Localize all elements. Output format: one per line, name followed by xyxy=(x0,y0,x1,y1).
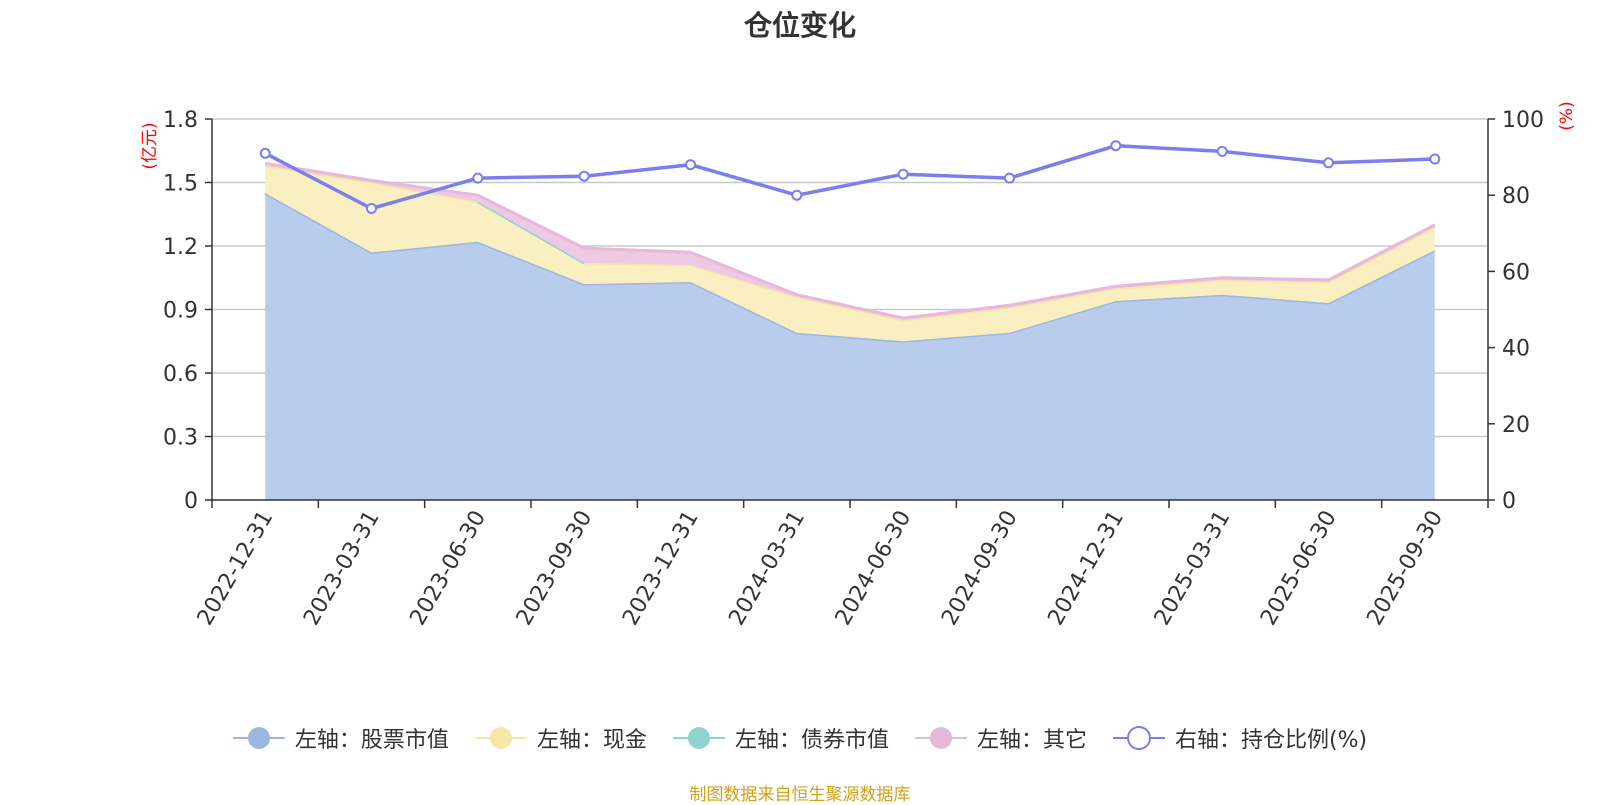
ratio-line xyxy=(264,143,1435,211)
area-series-2 xyxy=(265,165,1435,342)
x-tick-label: 2023-03-31 xyxy=(299,507,385,630)
legend-item[interactable]: 左轴：其它 xyxy=(914,722,1087,754)
x-tick-label: 2025-06-30 xyxy=(1256,507,1342,630)
ratio-point xyxy=(1110,140,1122,152)
ratio-point xyxy=(472,172,484,184)
area-line-series-4 xyxy=(264,161,1436,320)
left-tick-label: 0 xyxy=(184,489,198,514)
legend-marker-icon xyxy=(914,727,967,749)
legend-label: 左轴：债券市值 xyxy=(734,728,889,753)
area-series-1 xyxy=(265,193,1435,500)
x-tick-label: 2023-06-30 xyxy=(405,507,491,630)
legend-item[interactable]: 左轴：股票市值 xyxy=(232,722,449,754)
ratio-point xyxy=(1216,145,1228,157)
left-tick-label: 0.9 xyxy=(163,299,198,324)
legend-marker-icon xyxy=(232,727,285,749)
legend-marker-icon xyxy=(474,727,527,749)
x-tick-label: 2025-09-30 xyxy=(1362,507,1448,630)
x-tick-label: 2024-03-31 xyxy=(724,507,810,630)
x-tick-label: 2024-09-30 xyxy=(937,507,1023,630)
x-tick-label: 2024-12-31 xyxy=(1043,507,1129,630)
legend-label: 左轴：股票市值 xyxy=(294,728,449,753)
x-tick-label: 2023-09-30 xyxy=(512,507,598,630)
source-note: 制图数据来自恒生聚源数据库 xyxy=(689,785,911,805)
legend-item[interactable]: 左轴：现金 xyxy=(474,722,647,754)
left-tick-label: 0.3 xyxy=(163,426,198,451)
ratio-point xyxy=(685,159,696,171)
left-tick-label: 1.8 xyxy=(163,108,198,133)
ratio-point xyxy=(791,189,803,201)
ratio-point xyxy=(1004,172,1015,184)
legend: 左轴：股票市值 左轴：现金 左轴：债券市值 左轴：其它 右轴：持仓比例(%) xyxy=(0,722,1600,754)
legend-marker-icon xyxy=(1112,726,1165,750)
left-tick-label: 0.6 xyxy=(163,362,198,387)
ratio-point xyxy=(1429,153,1441,165)
x-tick-label: 2022-12-31 xyxy=(193,507,279,630)
x-tick-label: 2023-12-31 xyxy=(618,507,704,630)
legend-item[interactable]: 右轴：持仓比例(%) xyxy=(1112,722,1368,754)
ratio-point xyxy=(578,170,590,182)
legend-label: 左轴：其它 xyxy=(976,728,1087,753)
left-tick-label: 1.2 xyxy=(163,235,198,260)
right-tick-label: 100 xyxy=(1502,108,1544,133)
left-axis-label: (亿元) xyxy=(140,122,160,169)
chart-title: 仓位变化 xyxy=(743,9,856,42)
right-tick-label: 40 xyxy=(1502,337,1530,362)
right-tick-label: 20 xyxy=(1502,413,1530,438)
right-tick-label: 80 xyxy=(1502,184,1530,209)
legend-label: 左轴：现金 xyxy=(536,728,647,753)
legend-marker-icon xyxy=(672,727,725,749)
ratio-point xyxy=(897,168,909,180)
legend-item[interactable]: 左轴：债券市值 xyxy=(672,722,889,754)
ratio-point xyxy=(259,147,271,159)
right-axis-label: (%) xyxy=(1557,101,1577,130)
x-tick-label: 2024-06-30 xyxy=(831,507,917,630)
x-tick-label: 2025-03-31 xyxy=(1150,507,1236,630)
left-tick-label: 1.5 xyxy=(163,172,198,197)
ratio-point xyxy=(366,203,377,214)
legend-label: 右轴：持仓比例(%) xyxy=(1174,728,1368,753)
ratio-point xyxy=(1323,157,1334,169)
right-tick-label: 0 xyxy=(1502,489,1516,514)
right-tick-label: 60 xyxy=(1502,260,1530,285)
